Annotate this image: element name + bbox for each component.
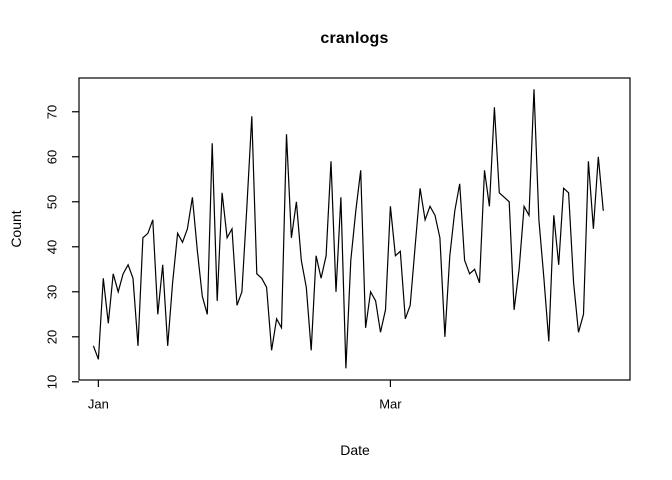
axis-tick-marks xyxy=(72,111,391,387)
x-tick-label: Mar xyxy=(379,396,402,412)
y-tick-label: 30 xyxy=(44,284,60,300)
y-tick-label: 20 xyxy=(44,329,60,345)
x-axis-label: Date xyxy=(340,442,370,458)
y-tick-label: 50 xyxy=(44,194,60,209)
y-tick-label: 10 xyxy=(44,374,60,390)
y-tick-label: 70 xyxy=(44,104,60,119)
plot-border xyxy=(78,77,631,381)
y-axis-label: Count xyxy=(8,210,24,248)
x-tick-label: Jan xyxy=(87,396,109,412)
chart-title: cranlogs xyxy=(320,30,389,47)
y-tick-label: 40 xyxy=(44,239,60,254)
data-line xyxy=(92,89,604,369)
y-tick-label: 60 xyxy=(44,149,60,164)
